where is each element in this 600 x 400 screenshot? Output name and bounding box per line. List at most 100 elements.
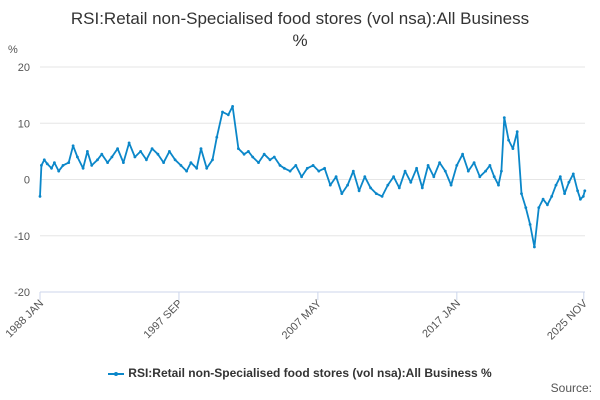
data-point[interactable] [392,175,395,179]
data-point[interactable] [449,183,453,187]
data-point[interactable] [488,164,492,167]
data-point[interactable] [38,195,42,198]
data-point[interactable] [472,161,476,165]
data-point[interactable] [455,164,459,167]
data-point[interactable] [189,161,193,165]
data-point[interactable] [156,152,160,156]
data-point[interactable] [374,192,378,196]
data-point[interactable] [403,169,407,173]
data-point[interactable] [76,155,79,159]
data-point[interactable] [420,186,424,190]
data-point[interactable] [300,175,303,179]
data-point[interactable] [492,175,496,179]
data-point[interactable] [507,138,510,142]
data-point[interactable] [426,164,430,167]
data-point[interactable] [53,161,56,165]
data-point[interactable] [369,186,372,190]
data-point[interactable] [237,147,240,151]
data-point[interactable] [484,169,487,173]
data-point[interactable] [199,147,203,151]
data-point[interactable] [205,166,209,170]
data-point[interactable] [497,183,500,187]
data-point[interactable] [386,183,390,187]
data-point[interactable] [127,141,131,145]
data-point[interactable] [567,180,571,184]
data-point[interactable] [226,113,230,117]
data-point[interactable] [168,150,171,153]
data-point[interactable] [346,183,349,187]
data-point[interactable] [139,150,143,153]
data-point[interactable] [162,161,166,165]
data-point[interactable] [563,192,566,196]
data-point[interactable] [478,175,482,179]
data-point[interactable] [541,197,545,201]
data-point[interactable] [42,158,46,162]
data-point[interactable] [380,195,384,198]
data-point[interactable] [57,169,61,173]
data-point[interactable] [502,116,506,119]
data-point[interactable] [251,155,255,159]
data-point[interactable] [257,161,260,165]
data-point[interactable] [438,161,441,165]
data-point[interactable] [571,172,575,176]
data-point[interactable] [363,175,367,179]
data-point[interactable] [195,166,199,170]
data-point[interactable] [461,152,464,156]
data-point[interactable] [511,147,515,151]
data-point[interactable] [71,144,75,148]
data-point[interactable] [100,152,104,156]
data-point[interactable] [67,161,71,165]
data-point[interactable] [311,164,315,167]
data-point[interactable] [317,169,321,173]
data-point[interactable] [145,158,148,162]
data-point[interactable] [45,162,49,166]
data-point[interactable] [272,155,276,159]
data-point[interactable] [334,175,338,179]
data-point[interactable] [533,245,536,249]
data-point[interactable] [432,175,436,179]
data-point[interactable] [81,166,85,170]
data-point[interactable] [500,169,503,173]
data-point[interactable] [61,164,65,167]
data-point[interactable] [268,158,272,162]
data-point[interactable] [86,150,89,153]
data-point[interactable] [340,192,344,196]
data-point[interactable] [466,169,470,173]
data-point[interactable] [262,152,266,156]
data-point[interactable] [122,161,125,165]
data-point[interactable] [576,189,579,193]
data-point[interactable] [221,110,224,114]
data-point[interactable] [90,164,94,167]
data-point[interactable] [173,158,177,162]
data-point[interactable] [40,164,43,167]
data-point[interactable] [546,203,549,207]
data-point[interactable] [520,192,523,196]
data-point[interactable] [116,147,119,151]
data-point[interactable] [305,166,309,170]
data-point[interactable] [282,166,286,170]
data-point[interactable] [288,169,292,173]
data-point[interactable] [528,223,532,226]
data-point[interactable] [278,164,282,167]
data-point[interactable] [215,135,219,139]
data-point[interactable] [581,195,585,198]
data-point[interactable] [537,206,541,210]
data-point[interactable] [106,161,109,165]
data-point[interactable] [247,150,250,153]
data-point[interactable] [550,195,554,198]
data-point[interactable] [583,189,587,193]
data-point[interactable] [409,180,413,184]
data-point[interactable] [323,166,326,170]
data-point[interactable] [185,169,189,173]
data-point[interactable] [150,147,154,151]
data-point[interactable] [133,155,137,159]
data-point[interactable] [443,169,447,173]
legend[interactable]: RSI:Retail non-Specialised food stores (… [0,366,600,380]
data-point[interactable] [328,183,332,187]
data-point[interactable] [558,175,562,179]
data-point[interactable] [242,152,246,156]
data-point[interactable] [351,169,355,173]
data-point[interactable] [397,186,401,190]
data-point[interactable] [579,197,582,201]
data-point[interactable] [231,105,235,108]
